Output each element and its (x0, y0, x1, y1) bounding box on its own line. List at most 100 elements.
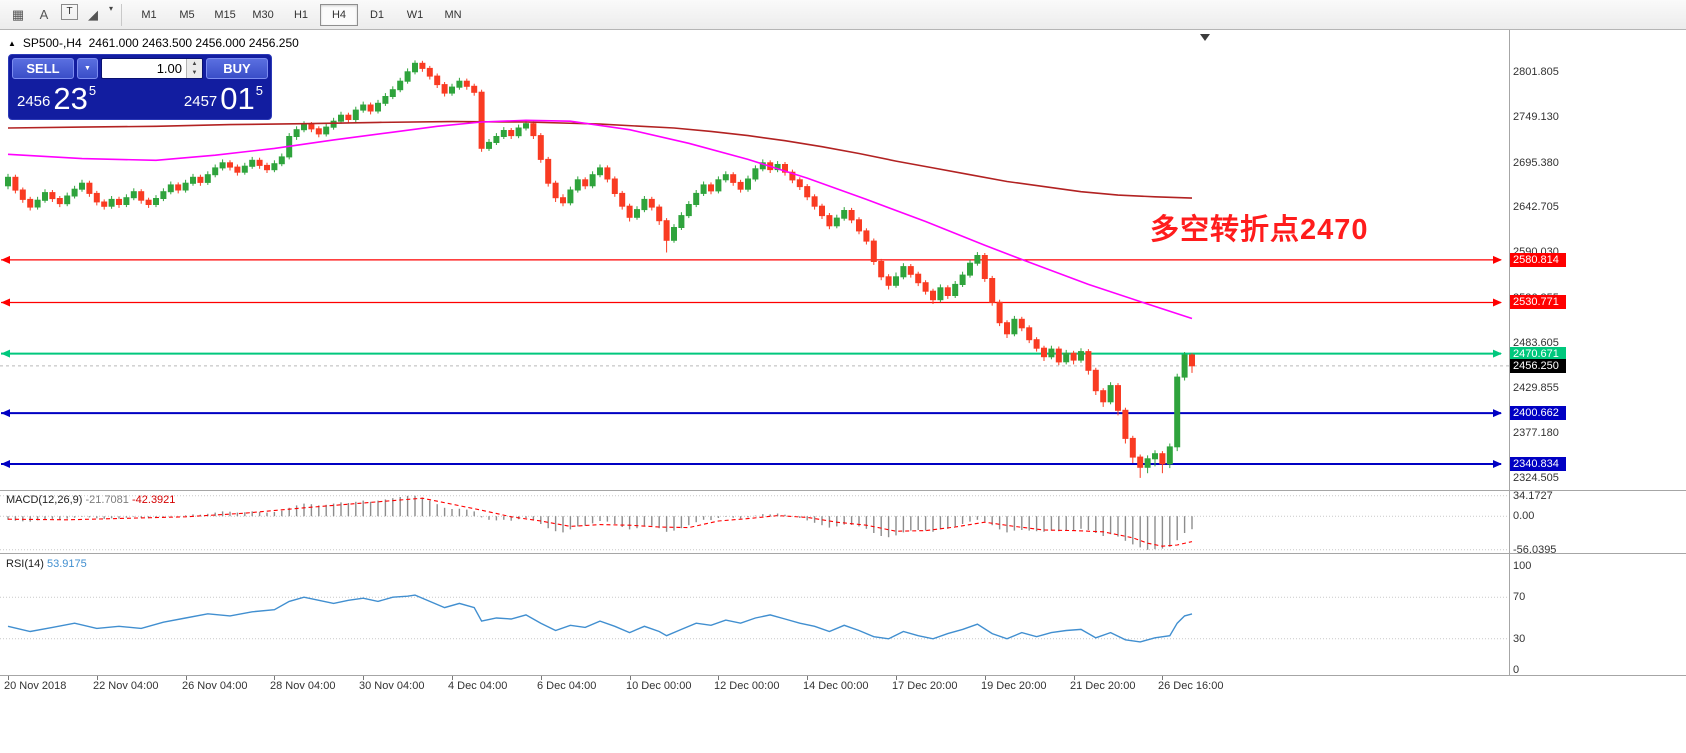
fast-ma-line (7, 119, 1193, 320)
line-left-arrow (1, 409, 10, 418)
price-axis-tick: 2324.505 (1513, 472, 1559, 484)
toolbar: ▦ A T ◢ ▾ M1 M5 M15 M30 H1 H4 D1 W1 MN (0, 0, 1686, 30)
rsi-value: 53.9175 (46, 558, 87, 570)
panel-separator[interactable] (0, 490, 1686, 491)
macd-axis-tick: 34.1727 (1513, 490, 1553, 502)
macd-axis-tick: -56.0395 (1513, 544, 1557, 556)
candlestick-chart (0, 60, 1509, 478)
quote-row: 2456 23 5 2457 01 5 (9, 82, 271, 119)
line-left-arrow (1, 349, 10, 358)
timeframe-buttons: M1 M5 M15 M30 H1 H4 D1 W1 MN (130, 3, 472, 26)
ask-price: 2457 01 5 (183, 80, 263, 116)
rsi-line (7, 594, 1193, 643)
line-left-arrow (1, 298, 10, 307)
time-axis-tick (718, 676, 719, 680)
line-left-arrow (1, 460, 10, 468)
time-axis-tick (630, 676, 631, 680)
price-axis-tick: 2429.855 (1513, 382, 1559, 394)
shapes-tool-icon[interactable]: ◢ (88, 6, 98, 22)
price-axis-tick: 2749.130 (1513, 111, 1559, 123)
tf-button-M1[interactable]: M1 (141, 8, 157, 21)
time-axis-label: 21 Dec 20:00 (1070, 680, 1136, 692)
time-axis-label: 28 Nov 04:00 (270, 680, 336, 692)
tf-button-H1[interactable]: H1 (293, 8, 309, 21)
order-type-dropdown[interactable]: ▼ (77, 58, 98, 79)
macd-indicator-label: MACD(12,26,9) -21.7081 -42.3921 (6, 494, 175, 506)
line-right-arrow (1493, 409, 1502, 418)
time-axis-label: 4 Dec 04:00 (448, 680, 508, 692)
grid-icon[interactable]: ▦ (11, 6, 25, 22)
price-axis-border (1509, 30, 1510, 676)
tf-button-M30[interactable]: M30 (252, 8, 274, 21)
time-axis-label: 12 Dec 00:00 (714, 680, 780, 692)
panel-separator (0, 675, 1686, 676)
price-axis-tick: 2801.805 (1513, 66, 1559, 78)
time-axis-label: 6 Dec 04:00 (537, 680, 597, 692)
line-right-arrow (1493, 298, 1502, 307)
time-axis-label: 26 Nov 04:00 (182, 680, 248, 692)
time-axis-tick (896, 676, 897, 680)
tf-button-MN[interactable]: MN (444, 8, 462, 21)
time-axis-tick (1074, 676, 1075, 680)
macd-histogram (7, 495, 1193, 550)
rsi-indicator-label: RSI(14) 53.9175 (6, 558, 87, 570)
sell-button[interactable]: SELL (12, 58, 74, 79)
symbol-ohlc-readout: ▲ SP500-,H4 2461.000 2463.500 2456.000 2… (8, 36, 299, 50)
tf-button-M5[interactable]: M5 (179, 8, 195, 21)
dropdown-caret-icon[interactable]: ▾ (109, 3, 114, 13)
time-axis-tick (97, 676, 98, 680)
ask-pips: 01 (220, 80, 255, 116)
bid-pips: 23 (53, 80, 88, 116)
volume-field: 1.00 ▲ ▼ (101, 58, 203, 79)
buy-button[interactable]: BUY (206, 58, 268, 79)
line-right-arrow (1493, 349, 1502, 358)
time-axis-tick (363, 676, 364, 680)
rsi-panel-plot (0, 594, 1509, 643)
drawing-tools: ▦ A T ◢ ▾ (6, 3, 114, 26)
line-right-arrow (1493, 460, 1502, 468)
rsi-axis-tick: 70 (1513, 591, 1526, 603)
tf-button-M15[interactable]: M15 (214, 8, 236, 21)
chart-text-annotation[interactable]: 多空转折点2470 (1150, 214, 1369, 246)
chevron-down-icon: ▼ (84, 65, 91, 72)
time-axis-tick (274, 676, 275, 680)
rsi-axis-tick: 0 (1513, 664, 1520, 676)
time-axis-tick (186, 676, 187, 680)
time-axis-label: 22 Nov 04:00 (93, 680, 159, 692)
bid-price: 2456 23 5 (17, 80, 96, 116)
price-axis-tick: 2377.180 (1513, 427, 1559, 439)
slow-ma-line (7, 120, 1193, 199)
bid-major: 2456 (17, 93, 51, 110)
time-axis-label: 26 Dec 16:00 (1158, 680, 1224, 692)
label-tool-icon[interactable]: T (61, 3, 78, 20)
panel-separator[interactable] (0, 553, 1686, 554)
ask-major: 2457 (183, 93, 218, 110)
price-axis-tick: 2695.380 (1513, 157, 1559, 169)
tf-button-D1[interactable]: D1 (369, 8, 385, 21)
volume-input[interactable]: 1.00 (156, 61, 182, 76)
rsi-axis-tick: 30 (1513, 633, 1526, 645)
current-price-badge: 2456.250 (1510, 359, 1566, 373)
trade-controls-row: SELL ▼ 1.00 ▲ ▼ BUY (9, 55, 271, 82)
symbol-name: SP500-,H4 (22, 36, 82, 50)
macd-name: MACD(12,26,9) (6, 494, 83, 506)
price-level-badge: 2470.671 (1510, 347, 1566, 361)
time-axis-tick (8, 676, 9, 680)
time-axis-label: 20 Nov 2018 (4, 680, 67, 692)
text-tool-icon[interactable]: A (39, 7, 49, 22)
tf-button-H4[interactable]: H4 (320, 3, 359, 26)
chart-shift-marker[interactable] (1200, 34, 1210, 41)
macd-signal-value: -42.3921 (131, 494, 176, 506)
collapse-arrow-icon[interactable]: ▲ (8, 38, 16, 48)
price-level-badge: 2340.834 (1510, 457, 1566, 471)
rsi-name: RSI(14) (6, 558, 44, 570)
time-axis-label: 19 Dec 20:00 (981, 680, 1047, 692)
stepper-down-icon[interactable]: ▼ (191, 70, 198, 77)
tf-button-W1[interactable]: W1 (406, 8, 424, 21)
macd-main-value: -21.7081 (85, 494, 129, 506)
time-axis-tick (541, 676, 542, 680)
stepper-up-icon[interactable]: ▲ (191, 60, 198, 67)
rsi-axis-tick: 100 (1513, 560, 1532, 572)
price-level-badge: 2580.814 (1510, 253, 1566, 267)
